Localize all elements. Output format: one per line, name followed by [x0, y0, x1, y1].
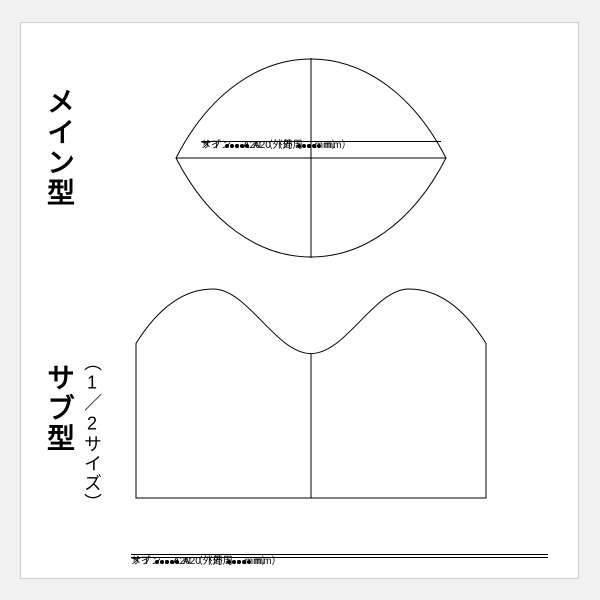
measure-label: サブ: [201, 140, 221, 151]
paren-close: mm）: [315, 140, 342, 151]
paren-open: （外周: [263, 140, 293, 151]
paren-close: mm）: [245, 556, 272, 567]
measure-row-sub: サブ A20 （外周 mm）: [201, 140, 341, 151]
main-measurement-block: メイン A20 （外周 mm） サブ A20 （外周 mm）: [201, 140, 441, 142]
sub-measurement-block: メイン A20 （外周 mm） サブ A20 （外周 mm）: [131, 554, 548, 558]
shapes-svg: [21, 23, 578, 578]
pattern-canvas: メイン型 サブ型 （1／2サイズ） メイン A20 （外周 mm） サブ A20…: [20, 22, 579, 579]
sub-measure-rows: メイン A20 （外周 mm） サブ A20 （外周 mm）: [131, 554, 548, 558]
measure-code: A20: [243, 140, 261, 151]
measure-label: サブ: [131, 556, 151, 567]
measure-code: A20: [173, 556, 191, 567]
paren-open: （外周: [193, 556, 223, 567]
measure-row-sub: サブ A20 （外周 mm）: [131, 556, 271, 567]
